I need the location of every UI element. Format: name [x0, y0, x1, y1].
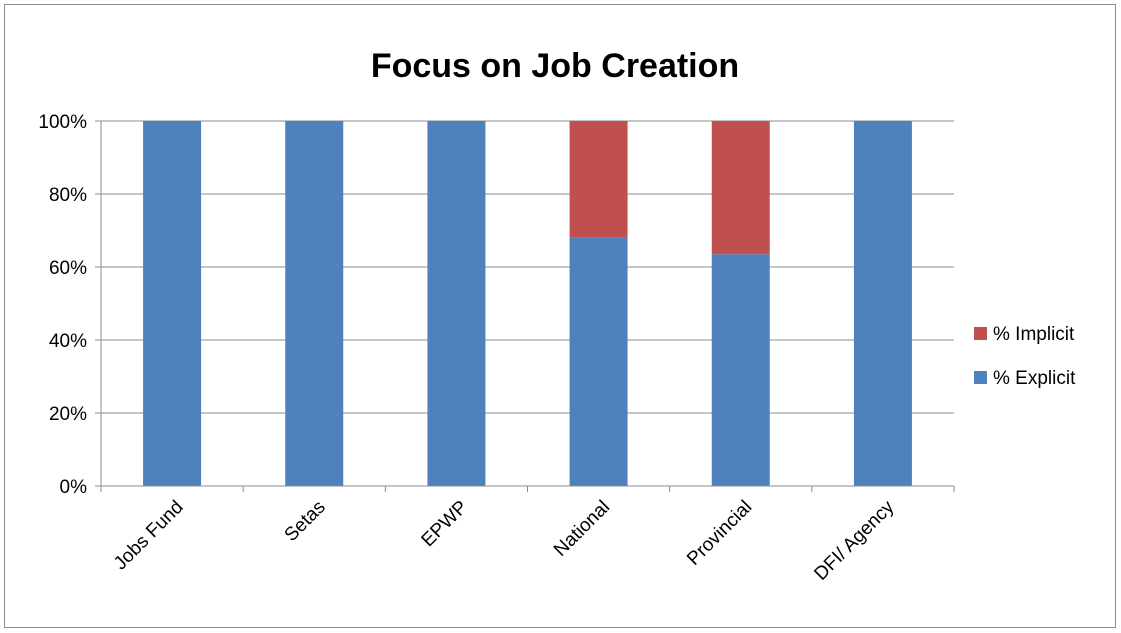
x-tick-label: DFI/ Agency [810, 496, 898, 584]
chart-title: Focus on Job Creation [370, 47, 740, 85]
chart-frame: Focus on Job Creation 0% 20% 40% 60% 80% 100%… [4, 4, 1116, 628]
bar-segment [427, 121, 486, 486]
bar-segment [711, 254, 770, 486]
x-tick-label: National [550, 497, 614, 561]
bar-segment [569, 237, 628, 486]
y-tick-label: 0% [60, 477, 88, 498]
bar-segment [853, 121, 912, 486]
chart-plot: 0% 20% 40% 60% 80% 100% Jobs Fund Setas EPWP Nati… [38, 112, 1076, 585]
y-tick-label: 40% [49, 331, 87, 352]
legend-label: % Implicit [993, 324, 1075, 345]
y-tick-label: 100% [38, 112, 87, 133]
y-tick-label: 80% [49, 185, 87, 206]
x-tick-label: Provincial [683, 497, 756, 570]
x-tick-label: EPWP [418, 497, 472, 551]
legend-label: % Explicit [993, 368, 1076, 389]
legend-swatch [974, 327, 987, 340]
bar-segment [143, 121, 202, 486]
y-tick-label: 20% [49, 404, 87, 425]
legend-swatch [974, 371, 987, 384]
bar-segment [569, 121, 628, 238]
y-tick-label: 60% [49, 258, 87, 279]
x-tick-label: Setas [281, 497, 330, 546]
bar-segment [285, 121, 344, 486]
x-tick-label: Jobs Fund [110, 497, 188, 575]
bar-segment [711, 121, 770, 255]
